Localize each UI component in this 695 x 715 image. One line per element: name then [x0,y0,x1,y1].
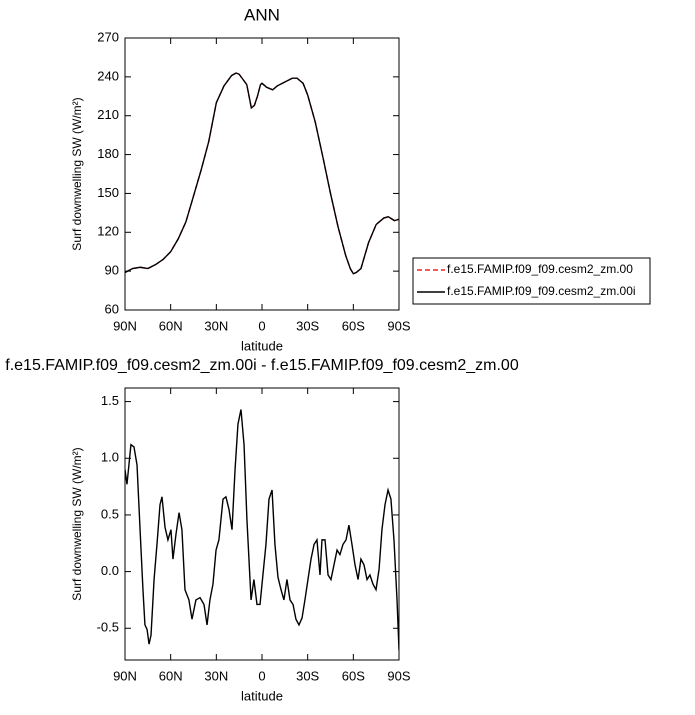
x-tick-label: 0 [258,668,265,683]
x-tick-label: 30N [204,668,228,683]
y-tick-label: -0.5 [97,620,119,635]
plot-frame [124,387,400,661]
legend-box [412,257,651,305]
y-tick-label: 120 [97,224,119,239]
data-line [125,72,399,275]
x-tick-label: 30S [296,318,319,333]
y-axis-label: Surf downwelling SW (W/m²) [70,97,84,250]
x-tick-label: 60S [342,318,365,333]
x-tick-label: 60N [159,668,183,683]
x-tick-label: 30N [204,318,228,333]
y-tick-label: 0.5 [101,506,119,521]
y-tick-label: 240 [97,68,119,83]
chart-title: f.e15.FAMIP.f09_f09.cesm2_zm.00i - f.e15… [5,357,519,374]
chart-title: ANN [244,5,280,24]
y-tick-label: 210 [97,107,119,122]
y-axis-label: Surf downwelling SW (W/m²) [70,447,84,600]
plot-frame [124,37,400,311]
x-tick-label: 90N [113,318,137,333]
legend-label: f.e15.FAMIP.f09_f09.cesm2_zm.00 [447,262,633,276]
y-tick-label: 180 [97,146,119,161]
y-tick-label: 270 [97,29,119,44]
data-line [125,72,399,275]
y-tick-label: 150 [97,185,119,200]
x-tick-label: 90S [387,668,410,683]
legend-label: f.e15.FAMIP.f09_f09.cesm2_zm.00i [447,284,636,298]
x-axis-label: latitude [241,688,283,703]
x-tick-label: 90S [387,318,410,333]
y-tick-label: 1.5 [101,393,119,408]
y-tick-label: 1.0 [101,450,119,465]
x-axis-label: latitude [241,338,283,353]
x-tick-label: 30S [296,668,319,683]
x-tick-label: 60N [159,318,183,333]
y-tick-label: 0.0 [101,563,119,578]
x-tick-label: 0 [258,318,265,333]
x-tick-label: 60S [342,668,365,683]
x-tick-label: 90N [113,668,137,683]
y-tick-label: 60 [105,301,119,316]
y-tick-label: 90 [105,263,119,278]
data-line [125,409,399,650]
